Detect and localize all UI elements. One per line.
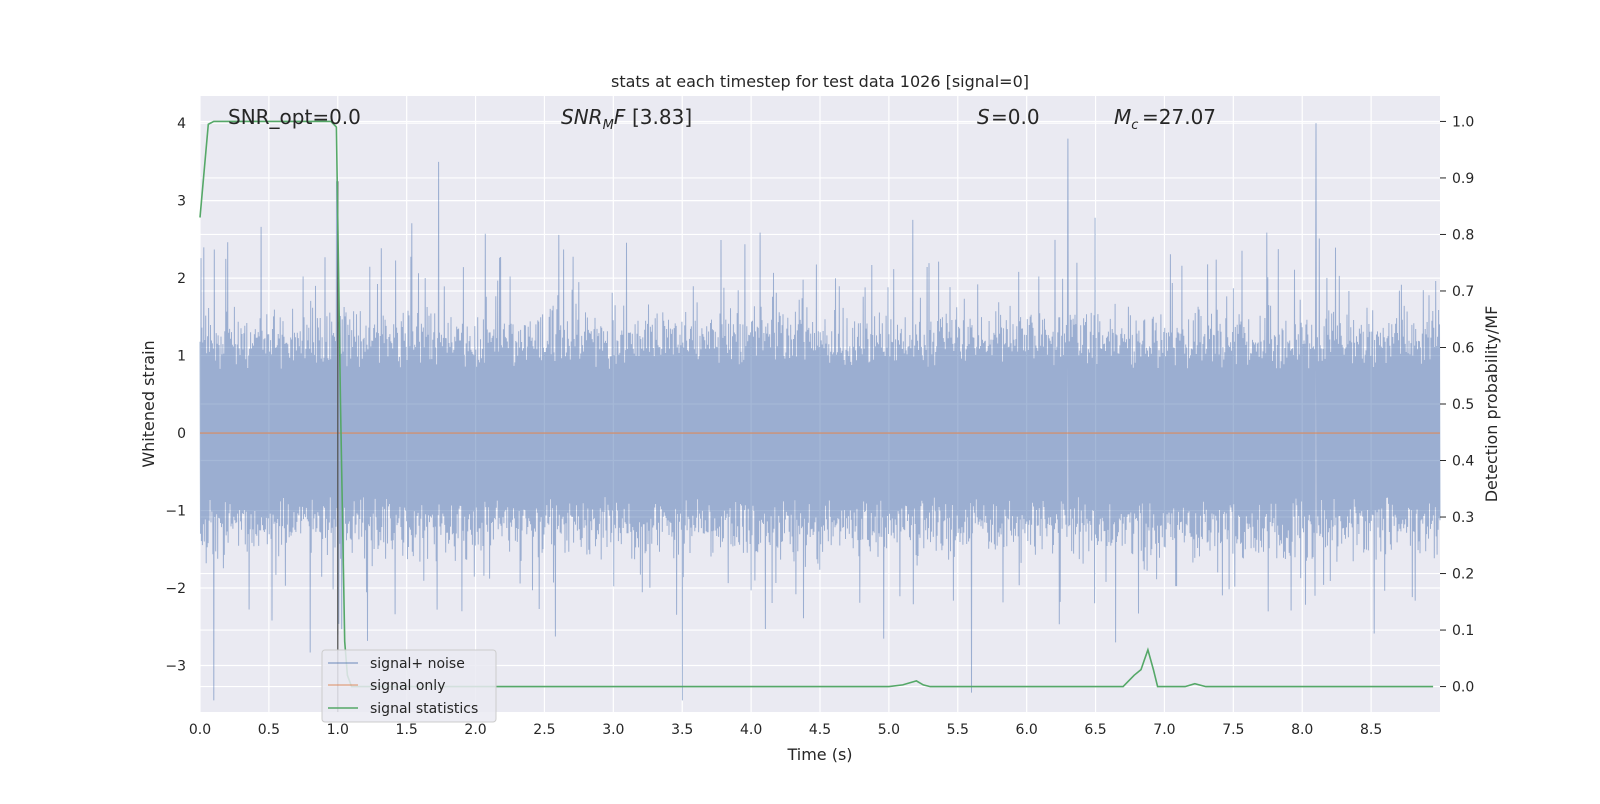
x-axis-ticks: 0.0 0.5 1.0 1.5 2.0 2.5 3.0 3.5 4.0 4.5 5.0 5.5 6.0 6… xyxy=(189,722,1382,738)
y2-tick-label: 0.9 xyxy=(1452,171,1474,187)
x-tick-label: 5.0 xyxy=(878,722,900,738)
annotation-snr-mf-symbol: SNRMF xyxy=(561,105,626,133)
y2-tick-label: 1.0 xyxy=(1452,114,1474,130)
series-signal-statistics xyxy=(199,120,1434,688)
y-tick-label: 1 xyxy=(177,349,186,365)
series-signal-plus-noise xyxy=(199,123,1441,701)
x-tick-label: 1.0 xyxy=(327,722,349,738)
y2-axis-label: Detection probability/MF xyxy=(1482,306,1501,503)
annotation-s: S =0.0 xyxy=(977,105,1040,129)
x-tick-label: 6.5 xyxy=(1084,722,1106,738)
annotation-mc-symbol: Mc xyxy=(1114,105,1138,133)
x-tick-label: 5.5 xyxy=(947,722,969,738)
annotation-s-value: =0.0 xyxy=(991,105,1040,129)
y2-tick-label: 0.5 xyxy=(1452,397,1474,413)
y2-tick-label: 0.4 xyxy=(1452,454,1474,470)
x-tick-label: 8.0 xyxy=(1291,722,1313,738)
legend-label-signal-statistics: signal statistics xyxy=(370,701,478,717)
signal-statistics-line xyxy=(199,120,1434,688)
x-tick-label: 2.5 xyxy=(533,722,555,738)
y2-tick-label: 0.2 xyxy=(1452,567,1474,583)
annotation-snr-mf-value: [3.83] xyxy=(632,105,692,129)
x-axis-label: Time (s) xyxy=(786,745,852,764)
x-tick-label: 6.0 xyxy=(1016,722,1038,738)
annotation-mc: Mc =27.07 xyxy=(1114,105,1216,133)
y2-tick-label: 0.1 xyxy=(1452,623,1474,639)
annotation-snr-mf: SNRMF [3.83] xyxy=(561,105,692,133)
y-tick-label: −1 xyxy=(165,504,186,520)
x-tick-label: 7.0 xyxy=(1153,722,1175,738)
x-tick-label: 3.5 xyxy=(671,722,693,738)
x-tick-label: 8.5 xyxy=(1360,722,1382,738)
y-tick-label: −2 xyxy=(165,581,186,597)
x-tick-label: 7.5 xyxy=(1222,722,1244,738)
annotation-s-symbol: S xyxy=(977,105,990,129)
legend-label-signal-only: signal only xyxy=(370,678,445,694)
y2-tick-label: 0.7 xyxy=(1452,284,1474,300)
y-tick-label: 3 xyxy=(177,194,186,210)
signal-noise-line xyxy=(199,123,1441,701)
y-tick-label: 4 xyxy=(177,116,186,132)
annotation-mc-value: =27.07 xyxy=(1142,105,1216,129)
legend: signal+ noise signal only signal statist… xyxy=(321,649,497,723)
x-tick-label: 4.5 xyxy=(809,722,831,738)
y2-tick-label: 0.3 xyxy=(1452,510,1474,526)
y-tick-label: 0 xyxy=(177,426,186,442)
y2-tick-label: 0.8 xyxy=(1452,227,1474,243)
annotation-snr-opt: SNR_opt=0.0 xyxy=(228,105,361,129)
y2-tick-label: 0.0 xyxy=(1452,680,1474,696)
x-tick-label: 4.0 xyxy=(740,722,762,738)
x-tick-label: 1.5 xyxy=(396,722,418,738)
legend-box xyxy=(321,649,497,723)
y-axis-ticks: 4 3 2 1 0 −1 −2 −3 xyxy=(165,116,186,674)
x-tick-label: 0.0 xyxy=(189,722,211,738)
y-axis-label: Whitened strain xyxy=(139,340,158,467)
y2-tick-label: 0.6 xyxy=(1452,340,1474,356)
y-tick-label: −3 xyxy=(165,659,186,675)
x-tick-label: 2.0 xyxy=(464,722,486,738)
y-tick-label: 2 xyxy=(177,271,186,287)
legend-label-signal-noise: signal+ noise xyxy=(370,656,465,672)
x-tick-label: 0.5 xyxy=(258,722,280,738)
y2-axis-ticks: 1.0 0.9 0.8 0.7 0.6 0.5 0.4 0.3 0.2 0.1 0.0 xyxy=(1440,114,1474,696)
chart-title: stats at each timestep for test data 102… xyxy=(611,72,1029,91)
x-tick-label: 3.0 xyxy=(602,722,624,738)
